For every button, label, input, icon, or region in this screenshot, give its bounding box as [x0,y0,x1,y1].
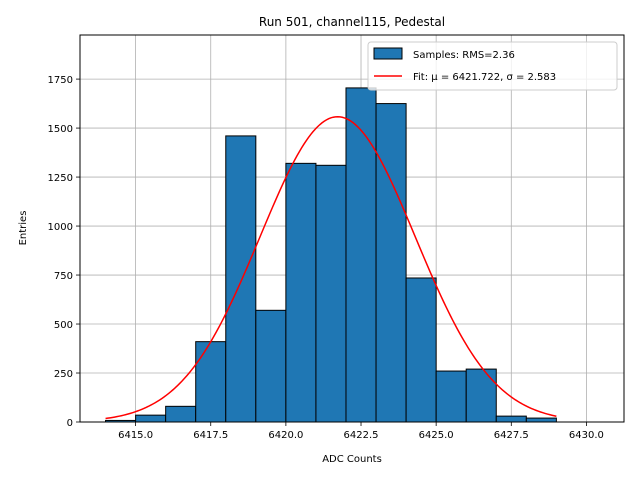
histogram-bar [315,164,347,423]
histogram-bars [105,87,557,423]
legend: Samples: RMS=2.36 Fit: μ = 6421.722, σ =… [367,41,618,91]
x-tick-label: 6417.5 [193,430,228,441]
histogram-bar [195,341,227,423]
histogram-bar [345,87,377,423]
y-tick-label: 1250 [48,173,73,184]
legend-fit-label: Fit: μ = 6421.722, σ = 2.583 [413,72,556,83]
histogram-bar [405,277,437,423]
x-axis-ticks: 6415.0 6417.5 6420.0 6422.5 6425.0 6427.5 6430… [118,422,604,441]
histogram-bar [495,415,527,423]
x-axis-label: ADC Counts [322,454,382,465]
plot-frame [79,34,625,423]
y-tick-label: 750 [54,271,73,282]
histogram-bar [255,309,287,423]
y-tick-label: 1500 [48,124,73,135]
y-tick-label: 1000 [48,222,73,233]
histogram-bar [135,414,167,423]
y-axis-label: Entries [18,211,29,246]
histogram-bar [225,135,257,423]
y-tick-label: 250 [54,369,73,380]
histogram-bar [285,162,317,423]
histogram-bar [165,405,197,423]
histogram-bar [525,417,557,423]
y-tick-label: 0 [67,418,73,429]
legend-box [367,41,618,91]
legend-histogram-swatch [373,47,403,60]
y-axis-ticks: 0 250 500 750 1000 1250 1500 1750 [48,75,80,429]
gaussian-fit-curve [105,115,557,420]
fit-curve-layer [105,115,557,420]
x-tick-label: 6420.0 [268,430,303,441]
histogram-bar [375,103,407,423]
legend-histogram-label: Samples: RMS=2.36 [413,50,515,61]
x-tick-label: 6422.5 [344,430,379,441]
chart-title: Run 501, channel115, Pedestal [259,15,445,29]
y-tick-label: 500 [54,320,73,331]
x-tick-label: 6425.0 [419,430,454,441]
x-tick-label: 6415.0 [118,430,153,441]
x-tick-label: 6430.0 [569,430,604,441]
histogram-bar [435,370,467,423]
histogram-bar [465,368,497,423]
x-tick-label: 6427.5 [494,430,529,441]
y-tick-label: 1750 [48,75,73,86]
